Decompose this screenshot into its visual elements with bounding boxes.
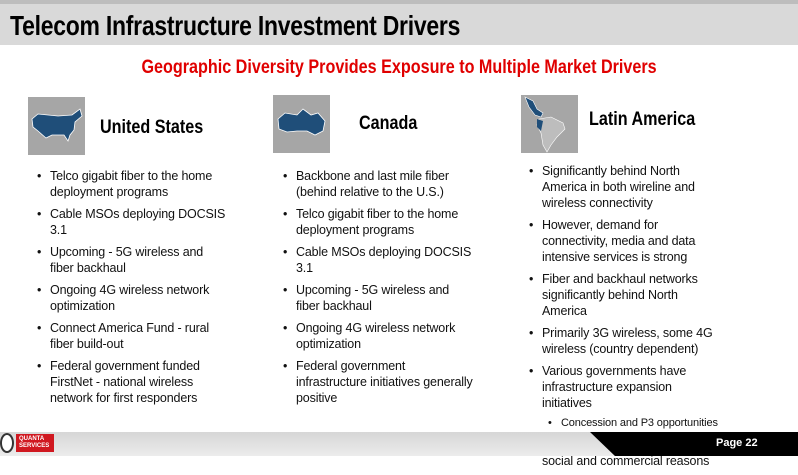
list-item: Federal government infrastructure initia… <box>283 358 473 406</box>
us-bullet-list: Telco gigabit fiber to the home deployme… <box>37 168 227 412</box>
latin-america-bullet-list: Significantly behind North America in bo… <box>529 163 724 475</box>
list-item: Various governments have infrastructure … <box>529 363 724 411</box>
quanta-logo: QUANTA SERVICES <box>0 433 54 453</box>
title-bar: Telecom Infrastructure Investment Driver… <box>0 4 798 45</box>
subtitle-text: Geographic Diversity Provides Exposure t… <box>141 57 657 78</box>
list-item: Ongoing 4G wireless network optimization <box>283 320 473 352</box>
list-item: Primarily 3G wireless, some 4G wireless … <box>529 325 724 357</box>
us-map-icon <box>28 97 85 155</box>
canada-bullet-list: Backbone and last mile fiber (behind rel… <box>283 168 473 412</box>
list-item: Significantly behind North America in bo… <box>529 163 724 211</box>
list-item: Federal government funded FirstNet - nat… <box>37 358 227 406</box>
logo-q-icon <box>0 433 14 453</box>
top-border <box>0 0 798 4</box>
list-item: Upcoming - 5G wireless and fiber backhau… <box>283 282 473 314</box>
list-item: Cable MSOs deploying DOCSIS 3.1 <box>283 244 473 276</box>
list-item: Upcoming - 5G wireless and fiber backhau… <box>37 244 227 276</box>
sub-list-item: Concession and P3 opportunities <box>529 415 724 431</box>
list-item: Connect America Fund - rural fiber build… <box>37 320 227 352</box>
footer-page-panel <box>590 432 798 456</box>
logo-text: QUANTA SERVICES <box>16 434 54 452</box>
heading-latin-america: Latin America <box>589 109 696 130</box>
list-item: However, demand for connectivity, media … <box>529 217 724 265</box>
slide-title: Telecom Infrastructure Investment Driver… <box>10 10 461 41</box>
page-number: Page 22 <box>716 437 758 449</box>
slide-subtitle: Geographic Diversity Provides Exposure t… <box>0 57 798 79</box>
list-item: Fiber and backhaul networks significantl… <box>529 271 724 319</box>
latin-america-map-icon <box>521 95 578 153</box>
list-item: Telco gigabit fiber to the home deployme… <box>37 168 227 200</box>
list-item: Ongoing 4G wireless network optimization <box>37 282 227 314</box>
heading-united-states: United States <box>100 117 204 138</box>
list-item: Telco gigabit fiber to the home deployme… <box>283 206 473 238</box>
list-item: Cable MSOs deploying DOCSIS 3.1 <box>37 206 227 238</box>
list-item: Backbone and last mile fiber (behind rel… <box>283 168 473 200</box>
heading-canada: Canada <box>359 113 418 134</box>
canada-map-icon <box>273 95 330 153</box>
